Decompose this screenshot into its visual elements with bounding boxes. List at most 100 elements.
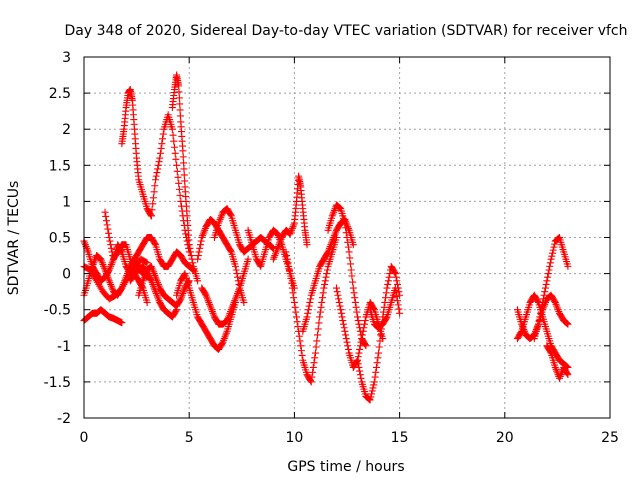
data-point	[102, 217, 110, 225]
data-point	[370, 378, 378, 386]
x-tick-label: 10	[285, 430, 303, 446]
data-point	[321, 280, 329, 288]
data-point	[187, 248, 195, 256]
data-point	[382, 294, 390, 302]
x-tick-label: 15	[391, 430, 409, 446]
data-point	[312, 343, 320, 351]
data-point	[234, 273, 242, 281]
data-point	[290, 294, 298, 302]
data-point	[356, 345, 364, 353]
data-point	[360, 324, 368, 332]
data-point	[296, 337, 304, 345]
data-point	[333, 288, 341, 296]
data-point	[349, 284, 357, 292]
data-point	[143, 298, 151, 306]
data-point	[285, 262, 293, 270]
data-point	[341, 327, 349, 335]
data-point	[393, 277, 401, 285]
data-point	[147, 211, 155, 219]
series-sat-z	[530, 234, 572, 343]
data-point	[173, 161, 181, 169]
data-point	[289, 289, 297, 297]
data-point	[227, 211, 235, 219]
data-point	[368, 387, 376, 395]
data-point	[334, 291, 342, 299]
data-point	[347, 266, 355, 274]
data-point	[563, 320, 571, 328]
data-point	[374, 354, 382, 362]
data-point	[385, 273, 393, 281]
data-point	[309, 368, 317, 376]
data-point	[169, 131, 177, 139]
data-point	[342, 335, 350, 343]
data-point	[180, 159, 188, 167]
data-point	[314, 331, 322, 339]
data-point	[194, 252, 202, 260]
data-point	[171, 149, 179, 157]
data-point	[285, 266, 293, 274]
data-point	[309, 363, 317, 371]
data-point	[183, 237, 191, 245]
data-point	[336, 302, 344, 310]
data-point	[194, 277, 202, 285]
data-point	[105, 229, 113, 237]
data-point	[517, 329, 525, 337]
data-point	[303, 241, 311, 249]
data-point	[546, 259, 554, 267]
data-point	[107, 244, 115, 252]
data-point	[347, 260, 355, 268]
data-point	[244, 255, 252, 263]
data-point	[339, 317, 347, 325]
data-point	[106, 237, 114, 245]
data-point	[544, 273, 552, 281]
data-point	[381, 298, 389, 306]
data-point	[350, 289, 358, 297]
data-point	[376, 337, 384, 345]
series-sat-i	[147, 111, 193, 256]
data-point	[307, 295, 315, 303]
y-tick-label: 0	[62, 267, 71, 283]
data-point	[542, 280, 550, 288]
data-point	[368, 390, 376, 398]
data-point	[142, 258, 150, 266]
data-point	[149, 200, 157, 208]
data-point	[375, 349, 383, 357]
data-point	[175, 88, 183, 96]
data-point	[537, 309, 545, 317]
data-point	[172, 155, 180, 163]
data-point	[154, 165, 162, 173]
data-point	[147, 212, 155, 220]
series-sat-n	[198, 255, 252, 328]
data-point	[150, 188, 158, 196]
data-point	[152, 172, 160, 180]
data-point	[361, 341, 369, 349]
data-point	[335, 298, 343, 306]
data-point	[370, 381, 378, 389]
data-point	[541, 288, 549, 296]
data-point	[340, 324, 348, 332]
data-point	[356, 367, 364, 375]
data-point	[151, 182, 159, 190]
data-point	[148, 206, 156, 214]
x-tick-label: 20	[496, 430, 514, 446]
chart-title: Day 348 of 2020, Sidereal Day-to-day VTE…	[64, 23, 627, 39]
data-point	[323, 266, 331, 274]
data-point	[351, 298, 359, 306]
data-point	[358, 331, 366, 339]
data-point	[176, 100, 184, 108]
data-point	[172, 307, 180, 315]
data-point	[174, 173, 182, 181]
data-point	[547, 255, 555, 263]
data-point	[545, 266, 553, 274]
axis-ticks: 0 5 10 15 20 25 -2 -1.5 -1 -0.5 0 0.5 1 1.5 2 2.5 3	[44, 50, 619, 446]
data-point	[352, 303, 360, 311]
data-point	[201, 290, 209, 298]
y-tick-label: 1	[62, 194, 71, 210]
data-point	[295, 332, 303, 340]
data-point	[375, 343, 383, 351]
data-point	[286, 270, 294, 278]
data-point	[357, 338, 365, 346]
data-point	[339, 320, 347, 328]
data-point	[155, 158, 163, 166]
data-point	[396, 309, 404, 317]
